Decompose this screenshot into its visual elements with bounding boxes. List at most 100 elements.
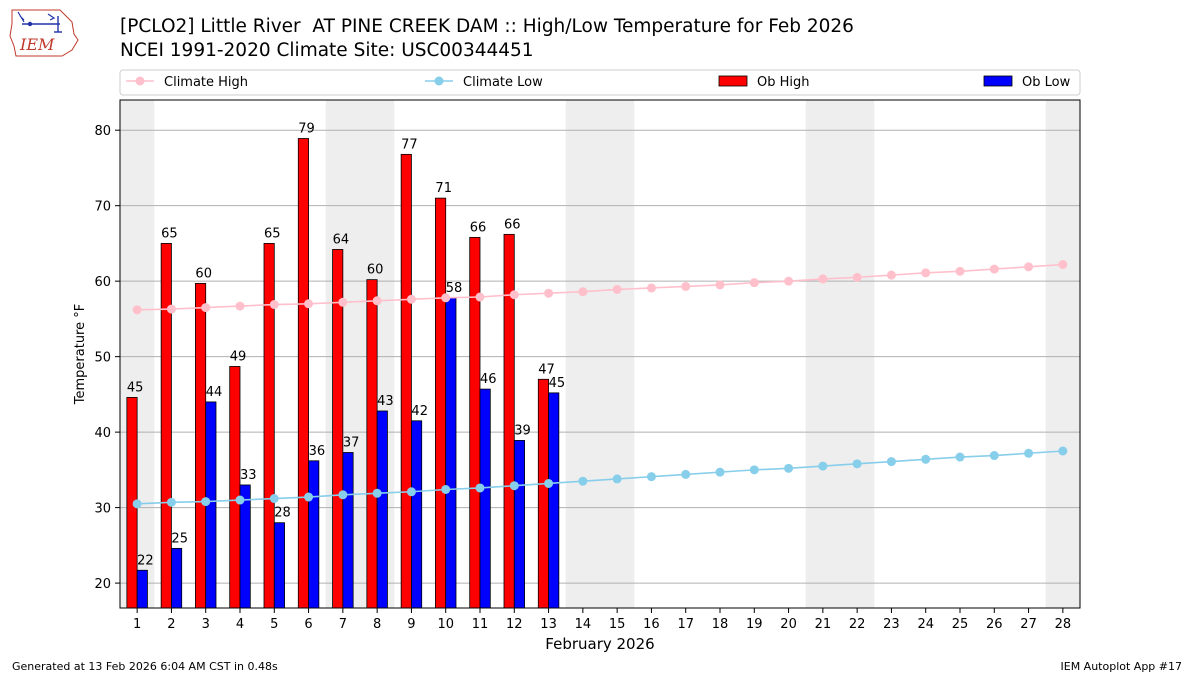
ob-high-label-7: 64 (333, 232, 350, 247)
ob-high-label-1: 45 (127, 380, 144, 395)
ob-low-label-7: 37 (343, 436, 360, 451)
climate-low-point-10 (441, 484, 451, 494)
climate-high-point-2 (166, 304, 176, 314)
climate-low-point-25 (955, 452, 965, 462)
plot-frame (119, 99, 1081, 609)
x-tick-label-1: 1 (133, 617, 141, 632)
ob-low-label-8: 43 (377, 394, 394, 409)
climate-high-point-15 (612, 284, 622, 294)
climate-low-point-4 (235, 495, 245, 505)
ob-low-bar-7 (342, 452, 354, 609)
x-tick-label-15: 15 (609, 617, 626, 632)
x-tick-label-16: 16 (643, 617, 660, 632)
climate-low-point-27 (1024, 448, 1034, 458)
ob-high-label-4: 49 (230, 349, 247, 364)
x-tick-label-5: 5 (270, 617, 278, 632)
y-tick-label-70: 70 (94, 200, 111, 215)
ob-high-bar-4 (229, 366, 241, 609)
x-tick-label-25: 25 (952, 617, 969, 632)
climate-low-point-11 (475, 483, 485, 493)
climate-low-point-14 (578, 476, 588, 486)
ob-high-label-11: 66 (470, 220, 487, 235)
climate-high-point-6 (304, 299, 314, 309)
ob-low-label-13: 45 (549, 376, 566, 391)
legend-ob-high-label: Ob High (757, 75, 810, 90)
climate-low-point-2 (166, 497, 176, 507)
climate-high-line (137, 263, 1063, 311)
ob-high-label-12: 66 (504, 217, 521, 232)
ob-low-label-2: 25 (171, 531, 188, 546)
iem-logo: IEM (9, 9, 79, 57)
ob-low-label-6: 36 (309, 444, 326, 459)
climate-high-point-8 (372, 296, 382, 306)
x-tick-label-26: 26 (986, 617, 1003, 632)
y-tick-label-80: 80 (94, 124, 111, 139)
ob-high-bar-2 (160, 243, 172, 609)
climate-low-point-16 (646, 472, 656, 482)
climate-high-point-17 (681, 281, 691, 291)
climate-high-point-7 (338, 297, 348, 307)
climate-low-point-22 (852, 459, 862, 469)
climate-high-point-4 (235, 301, 245, 311)
climate-high-point-21 (818, 274, 828, 284)
climate-low-point-20 (784, 463, 794, 473)
climate-low-point-17 (681, 469, 691, 479)
climate-low-line (137, 450, 1063, 505)
ob-low-label-11: 46 (480, 372, 497, 387)
climate-low-point-15 (612, 474, 622, 484)
x-tick-label-21: 21 (815, 617, 832, 632)
climate-high-point-18 (715, 280, 725, 290)
climate-low-point-3 (201, 497, 211, 507)
climate-high-point-19 (749, 278, 759, 288)
x-tick-label-17: 17 (677, 617, 694, 632)
ob-low-bar-9 (411, 420, 423, 609)
climate-low-point-12 (509, 481, 519, 491)
x-tick-label-6: 6 (304, 617, 312, 632)
x-tick-label-12: 12 (506, 617, 523, 632)
climate-high-point-27 (1024, 262, 1034, 272)
x-axis-label: February 2026 (545, 635, 654, 653)
ob-high-label-3: 60 (195, 266, 212, 281)
ob-low-label-5: 28 (274, 506, 291, 521)
climate-high-point-13 (544, 288, 554, 298)
climate-high-point-12 (509, 290, 519, 300)
ob-high-label-2: 65 (161, 226, 178, 241)
legend-frame (119, 69, 1081, 96)
ob-low-bar-2 (171, 547, 183, 609)
x-tick-label-8: 8 (373, 617, 381, 632)
x-tick-label-3: 3 (202, 617, 210, 632)
y-tick-label-20: 20 (94, 577, 111, 592)
x-tick-label-4: 4 (236, 617, 244, 632)
ob-high-label-8: 60 (367, 263, 384, 278)
legend-ob-high-swatch (718, 75, 748, 87)
x-tick-label-23: 23 (883, 617, 900, 632)
x-tick-label-2: 2 (167, 617, 175, 632)
ob-low-label-1: 22 (137, 553, 154, 568)
climate-low-point-19 (749, 465, 759, 475)
x-tick-label-28: 28 (1055, 617, 1072, 632)
climate-low-point-1 (132, 499, 142, 509)
climate-low-point-6 (304, 492, 314, 502)
climate-low-point-28 (1058, 446, 1068, 456)
ob-high-bar-6 (297, 138, 309, 609)
x-tick-label-18: 18 (712, 617, 729, 632)
ob-high-bar-12 (503, 233, 515, 609)
x-tick-label-11: 11 (472, 617, 489, 632)
x-tick-label-7: 7 (339, 617, 347, 632)
x-tick-label-14: 14 (575, 617, 592, 632)
x-tick-label-27: 27 (1020, 617, 1037, 632)
climate-low-point-21 (818, 461, 828, 471)
ob-low-bar-1 (136, 569, 148, 609)
data-labels: 45 65 60 49 65 79 64 60 77 71 66 66 47 22 25 44 33 28 36 37… (127, 121, 565, 568)
ob-high-bar-3 (195, 283, 207, 609)
ob-high-bar-5 (263, 243, 275, 609)
climate-high-point-16 (646, 283, 656, 293)
climate-high-point-5 (269, 300, 279, 310)
climate-high-point-14 (578, 287, 588, 297)
legend: Climate High Climate Low Ob High Ob Low (119, 69, 1081, 96)
climate-high-point-3 (201, 303, 211, 313)
climate-high-point-11 (475, 292, 485, 302)
climate-low-point-9 (406, 487, 416, 497)
